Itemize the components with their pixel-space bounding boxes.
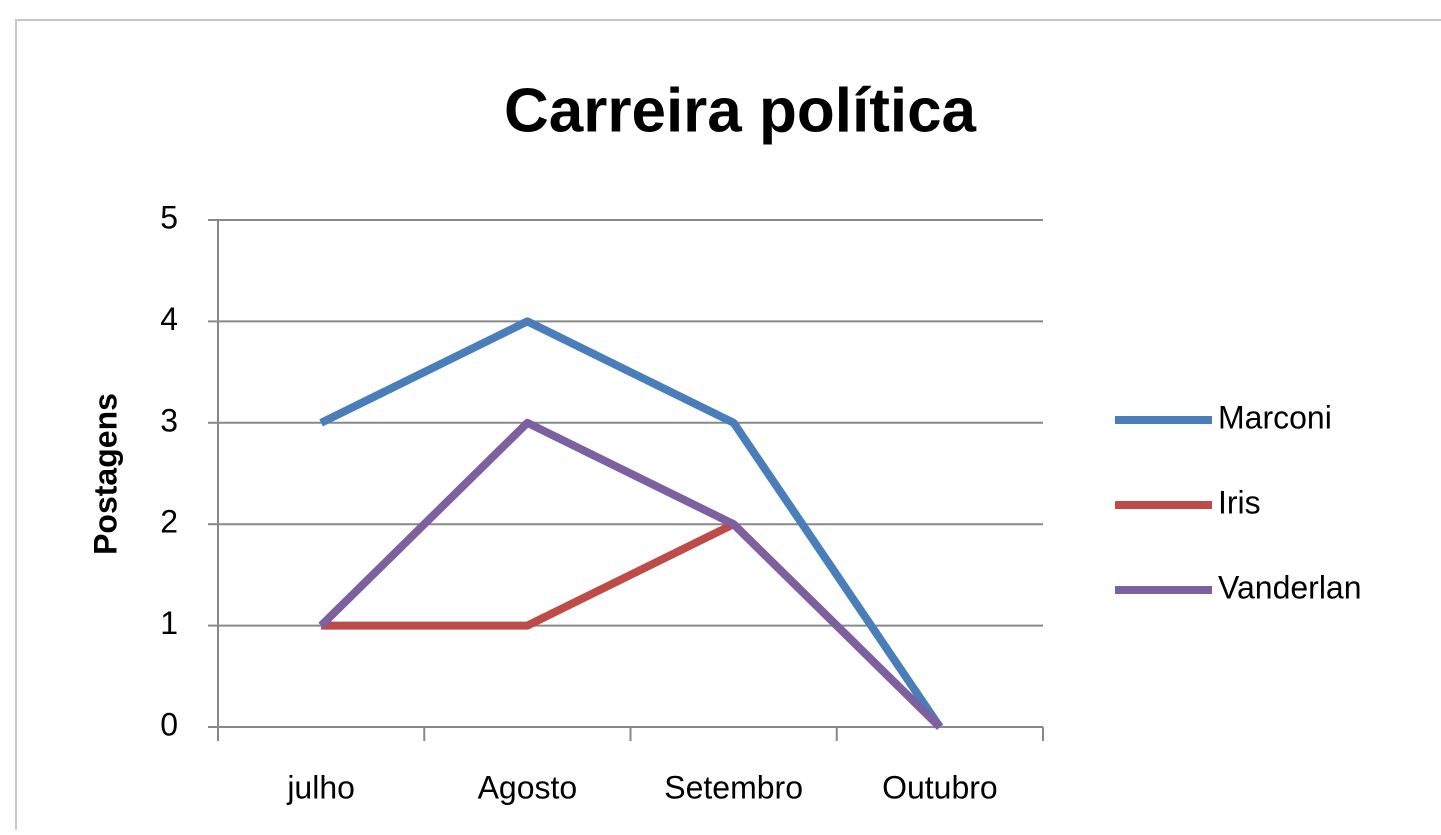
series-line	[319, 317, 944, 730]
y-tick-label: 4	[160, 301, 178, 337]
legend-label: Iris	[1218, 484, 1261, 520]
x-tick-label: Setembro	[664, 769, 803, 805]
y-tick-label: 1	[160, 605, 178, 641]
y-tick-label: 0	[160, 706, 178, 742]
chart-title: Carreira política	[504, 76, 977, 145]
y-tick-label: 3	[160, 402, 178, 438]
legend-label: Vanderlan	[1218, 569, 1362, 605]
chart-frame	[15, 19, 1441, 835]
x-tick-label: Agosto	[478, 769, 578, 805]
legend-label: Marconi	[1218, 399, 1332, 435]
series-line	[318, 418, 943, 730]
y-tick-label: 2	[160, 504, 178, 540]
x-tick-label: Outubro	[882, 769, 998, 805]
y-axis-label: Postagens	[87, 393, 123, 555]
x-tick-label: julho	[286, 769, 355, 805]
y-tick-label: 5	[160, 199, 178, 235]
